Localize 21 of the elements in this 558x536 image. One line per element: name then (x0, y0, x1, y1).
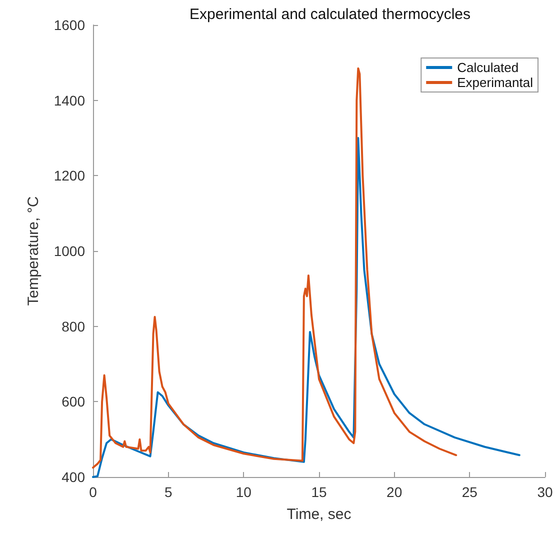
y-tick-label: 1600 (54, 17, 86, 33)
y-axis-title: Temperature, °C (25, 196, 42, 306)
x-tick-label: 5 (164, 484, 172, 500)
legend-label: Experimantal (457, 75, 534, 90)
y-tick-label: 600 (62, 394, 86, 410)
x-tick-label: 20 (386, 484, 402, 500)
y-tick-label: 1400 (54, 92, 86, 108)
x-tick-label: 30 (537, 484, 553, 500)
x-tick-label: 25 (462, 484, 478, 500)
chart-title: Experimental and calculated thermocycles (190, 6, 470, 23)
legend-label: Calculated (457, 60, 519, 75)
line-series (92, 67, 458, 469)
y-tick-label: 1200 (54, 168, 86, 184)
line-series (92, 137, 520, 478)
y-tick-label: 800 (62, 318, 86, 334)
x-tick-label: 0 (89, 484, 98, 500)
y-tick-label: 1000 (54, 243, 86, 259)
x-tick-label: 10 (236, 484, 252, 500)
y-tick-label: 400 (62, 469, 86, 485)
x-tick-label: 15 (311, 484, 327, 500)
x-axis-title: Time, sec (286, 506, 352, 523)
